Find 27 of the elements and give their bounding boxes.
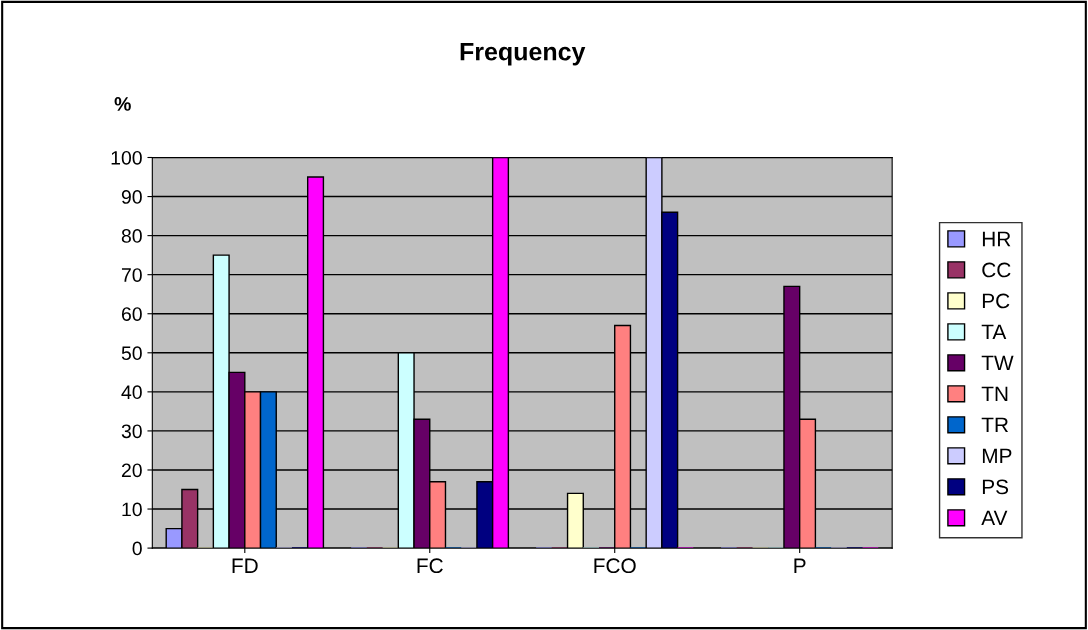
y-tick-label: 60 xyxy=(121,307,142,321)
x-tick-label: FD xyxy=(232,558,258,573)
legend-label: HR xyxy=(982,231,1011,247)
legend-label: TA xyxy=(981,324,1007,340)
y-tick-label: 20 xyxy=(121,463,142,478)
y-tick-label: 80 xyxy=(121,229,142,243)
y-tick-label: 100 xyxy=(111,150,142,165)
legend-label: TW xyxy=(981,355,1014,371)
x-tick-label: FC xyxy=(417,558,443,574)
y-axis-title: % xyxy=(114,97,131,111)
x-tick-label: P xyxy=(794,558,806,573)
legend-label: TN xyxy=(981,386,1008,402)
legend-label: MP xyxy=(982,448,1012,464)
legend-label: PC xyxy=(982,293,1010,309)
y-tick-label: 30 xyxy=(121,424,142,439)
y-tick-label: 50 xyxy=(121,346,142,361)
chart-title: Frequency xyxy=(460,43,586,66)
legend-label: AV xyxy=(981,510,1008,526)
x-tick-label: FCO xyxy=(594,558,636,574)
legend-label: TR xyxy=(981,417,1009,433)
y-tick-label: 10 xyxy=(122,502,142,517)
y-tick-label: 90 xyxy=(121,190,142,204)
y-tick-label: 70 xyxy=(121,268,142,282)
y-tick-label: 0 xyxy=(132,541,142,556)
legend-label: PS xyxy=(982,479,1009,495)
y-tick-label: 40 xyxy=(121,385,142,400)
legend-label: CC xyxy=(982,262,1011,278)
